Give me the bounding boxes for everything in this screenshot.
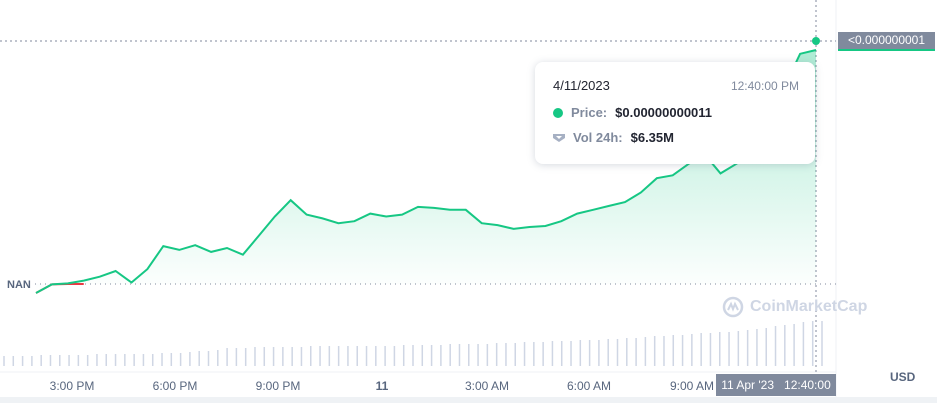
x-tick-label: 3:00 AM	[464, 379, 510, 393]
watermark: CoinMarketCap	[722, 296, 867, 318]
volume-value: $6.35M	[630, 130, 674, 145]
x-tick-label: 9:00 AM	[669, 379, 715, 393]
tooltip: 4/11/2023 12:40:00 PM Price: $0.000000000…	[535, 62, 815, 164]
baseline-label: NAN	[7, 279, 31, 291]
current-price-dot	[812, 37, 820, 45]
price-line	[35, 49, 817, 294]
watermark-text: CoinMarketCap	[750, 298, 868, 315]
price-dot-icon	[553, 107, 563, 118]
x-tick-label: 3:00 PM	[49, 379, 95, 393]
volume-label: Vol 24h:	[573, 130, 623, 145]
price-label: Price:	[571, 105, 608, 120]
price-value: $0.00000000011	[615, 105, 713, 120]
crosshair-time-label: 11 Apr '23 12:40:00	[716, 374, 836, 396]
x-tick-label: 11	[375, 379, 389, 393]
current-price-label: <0.000000001	[838, 32, 935, 51]
tooltip-date: 4/11/2023	[553, 78, 610, 93]
currency-label: USD	[890, 370, 916, 384]
x-tick-label: 6:00 AM	[566, 379, 612, 393]
tooltip-time: 12:40:00 PM	[730, 79, 799, 93]
x-tick-label: 6:00 PM	[152, 379, 198, 393]
coinmarketcap-logo-icon	[722, 296, 744, 318]
x-tick-label: 9:00 PM	[255, 379, 301, 393]
price-area	[36, 50, 816, 293]
range-strip[interactable]	[0, 397, 937, 403]
volume-shield-icon	[553, 133, 565, 142]
